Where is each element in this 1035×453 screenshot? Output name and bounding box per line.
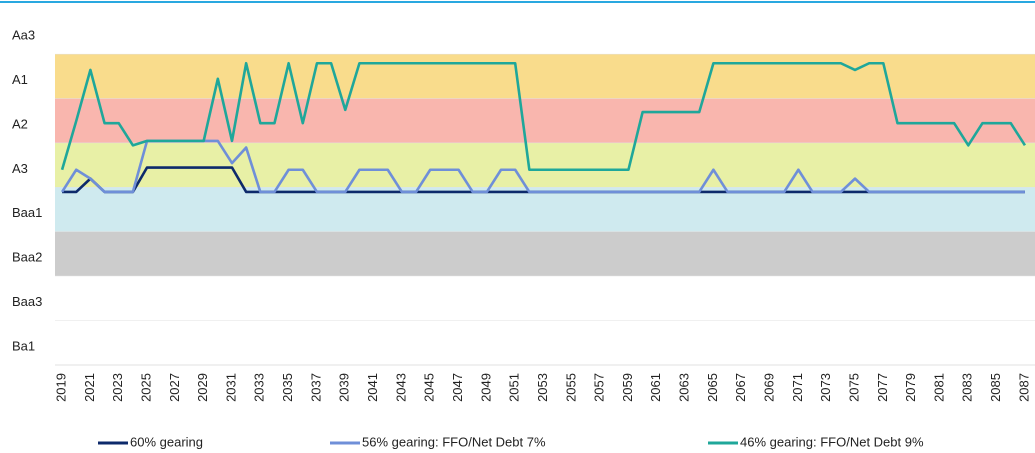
legend-label: 60% gearing <box>130 434 203 449</box>
x-tick-label: 2073 <box>818 373 833 402</box>
x-tick-label: 2069 <box>761 373 776 402</box>
y-tick-label: A3 <box>12 161 28 176</box>
y-tick-label: Baa2 <box>12 250 42 265</box>
x-tick-label: 2055 <box>563 373 578 402</box>
x-tick-label: 2085 <box>988 373 1003 402</box>
series-line <box>60 139 1025 194</box>
x-tick-label: 2065 <box>705 373 720 402</box>
x-tick-label: 2071 <box>790 373 805 402</box>
x-tick-label: 2063 <box>677 373 692 402</box>
rating-band <box>55 10 1035 55</box>
x-tick-label: 2033 <box>252 373 267 402</box>
x-tick-label: 2051 <box>507 373 522 402</box>
x-tick-label: 2031 <box>223 373 238 402</box>
series-line <box>60 61 1027 172</box>
x-tick-label: 2075 <box>846 373 861 402</box>
x-tick-label: 2047 <box>450 373 465 402</box>
rating-band <box>55 54 1035 99</box>
x-tick-label: 2035 <box>280 373 295 402</box>
x-tick-label: 2021 <box>82 373 97 402</box>
x-tick-label: 2039 <box>337 373 352 402</box>
x-tick-label: 2057 <box>592 373 607 402</box>
x-tick-label: 2029 <box>195 373 210 402</box>
x-tick-label: 2081 <box>931 373 946 402</box>
y-tick-label: A2 <box>12 116 28 131</box>
x-tick-label: 2043 <box>393 373 408 402</box>
x-tick-label: 2079 <box>903 373 918 402</box>
y-tick-label: Aa3 <box>12 28 35 43</box>
x-tick-label: 2049 <box>478 373 493 402</box>
x-tick-label: 2019 <box>54 373 69 402</box>
y-tick-label: Ba1 <box>12 338 35 353</box>
x-tick-label: 2023 <box>110 373 125 402</box>
x-tick-label: 2053 <box>535 373 550 402</box>
rating-band <box>55 143 1035 188</box>
x-tick-label: 2041 <box>365 373 380 402</box>
rating-band <box>55 276 1035 321</box>
x-tick-label: 2045 <box>422 373 437 402</box>
y-tick-label: Baa1 <box>12 205 42 220</box>
rating-band <box>55 231 1035 277</box>
x-tick-label: 2083 <box>960 373 975 402</box>
x-tick-label: 2037 <box>308 373 323 402</box>
x-tick-label: 2087 <box>1016 373 1031 402</box>
x-tick-label: 2067 <box>733 373 748 402</box>
y-tick-label: Baa3 <box>12 294 42 309</box>
x-tick-label: 2059 <box>620 373 635 402</box>
y-tick-label: A1 <box>12 72 28 87</box>
legend-label: 56% gearing: FFO/Net Debt 7% <box>362 434 546 449</box>
rating-band <box>55 187 1035 232</box>
rating-band <box>55 98 1035 144</box>
x-tick-label: 2025 <box>138 373 153 402</box>
legend-label: 46% gearing: FFO/Net Debt 9% <box>740 434 924 449</box>
rating-band <box>55 320 1035 365</box>
x-tick-label: 2077 <box>875 373 890 402</box>
x-tick-label: 2061 <box>648 373 663 402</box>
x-tick-label: 2027 <box>167 373 182 402</box>
top-rule <box>0 1 1035 3</box>
